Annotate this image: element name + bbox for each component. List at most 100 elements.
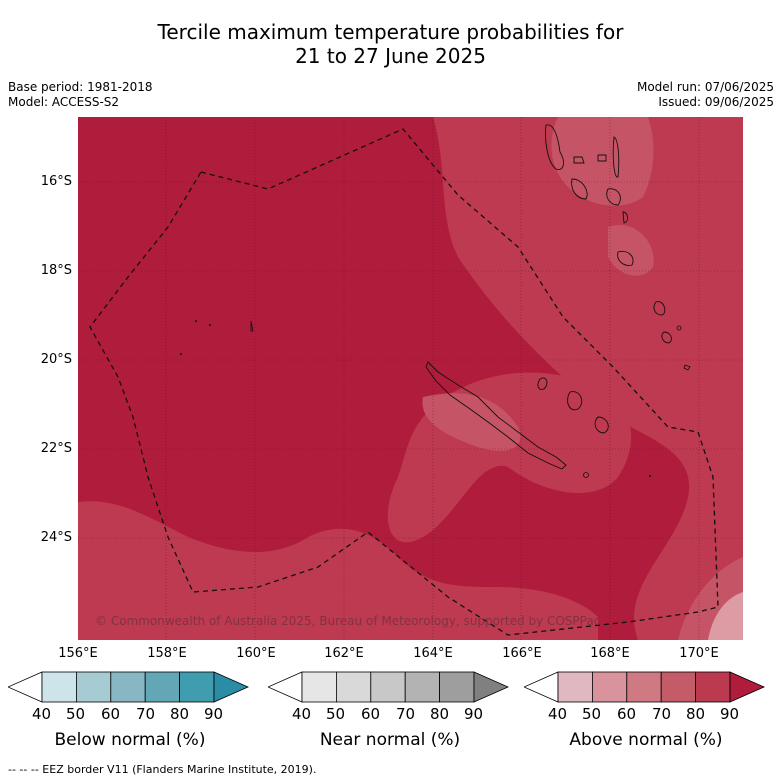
title-line-2: 21 to 27 June 2025 xyxy=(295,44,486,68)
mare-outline xyxy=(567,391,583,411)
map-title: Tercile maximum temperature probabilitie… xyxy=(0,20,781,68)
colorbar-extend-low xyxy=(8,671,43,703)
field-50-se xyxy=(708,592,743,640)
lon-label-156e: 156°E xyxy=(58,646,98,661)
colorbar-segment xyxy=(179,671,215,703)
ambae-outline xyxy=(573,156,585,164)
lat-label-18s: 18°S xyxy=(40,263,72,278)
matthew-outline xyxy=(683,364,691,371)
eez-legend: -- -- -- EEZ border V11 (Flanders Marine… xyxy=(8,763,317,776)
colorbar-segment xyxy=(41,671,77,703)
islet-outline xyxy=(583,472,589,478)
colorbar-extend-high xyxy=(729,671,765,703)
model-run: Model run: 07/06/2025 xyxy=(636,80,774,94)
efate-outline xyxy=(617,250,634,266)
map-panel xyxy=(78,117,743,640)
espiritu-santo-outline xyxy=(545,124,564,170)
erromango-outline xyxy=(653,301,666,316)
tick-below-50: 50 xyxy=(66,705,86,723)
lon-label-158e: 158°E xyxy=(147,646,187,661)
colorbar-segment xyxy=(336,671,372,703)
eez-border xyxy=(89,128,719,636)
field-60-vanuatu xyxy=(608,225,654,276)
lat-label-16s: 16°S xyxy=(40,174,72,189)
islet-east-1 xyxy=(649,475,651,477)
lat-label-22s: 22°S xyxy=(40,441,72,456)
tick-near-90: 90 xyxy=(464,705,484,723)
lat-label-20s: 20°S xyxy=(40,352,72,367)
tick-below-60: 60 xyxy=(101,705,121,723)
lon-label-164e: 164°E xyxy=(413,646,453,661)
copyright-notice: © Commonwealth of Australia 2025, Bureau… xyxy=(95,614,601,628)
colorbar-segment xyxy=(404,671,440,703)
tick-below-70: 70 xyxy=(136,705,156,723)
tick-below-90: 90 xyxy=(204,705,224,723)
colorbar-segment xyxy=(695,671,731,703)
tick-below-40: 40 xyxy=(32,705,52,723)
pentecost-outline xyxy=(612,136,620,178)
lat-label-24s: 24°S xyxy=(40,530,72,545)
colorbar-extend-low xyxy=(524,671,559,703)
tick-above-90: 90 xyxy=(720,705,740,723)
tanna-outline xyxy=(661,331,672,344)
tick-near-40: 40 xyxy=(292,705,312,723)
lon-label-168e: 168°E xyxy=(590,646,630,661)
colorbar-segment xyxy=(110,671,146,703)
islet-west-2 xyxy=(180,353,182,355)
ambrym-outline xyxy=(606,188,621,206)
colorbar-above xyxy=(524,671,765,703)
colorbar-extend-low xyxy=(268,671,303,703)
colorbar-segment xyxy=(626,671,662,703)
base-period: Base period: 1981-2018 xyxy=(8,80,153,94)
malekula-outline xyxy=(571,178,588,200)
tick-near-50: 50 xyxy=(326,705,346,723)
lifou-outline xyxy=(537,377,548,390)
title-line-1: Tercile maximum temperature probabilitie… xyxy=(157,20,624,44)
tick-above-70: 70 xyxy=(652,705,672,723)
colorbar-segment xyxy=(370,671,406,703)
meta-right: Model run: 07/06/2025 Issued: 09/06/2025 xyxy=(637,80,774,110)
lon-label-170e: 170°E xyxy=(679,646,719,661)
lon-label-166e: 166°E xyxy=(502,646,542,661)
tick-below-80: 80 xyxy=(170,705,190,723)
field-70-sw xyxy=(78,501,598,640)
tick-near-60: 60 xyxy=(361,705,381,723)
tick-above-50: 50 xyxy=(582,705,602,723)
colorbar-above-title: Above normal (%) xyxy=(569,730,723,750)
colorbar-segment xyxy=(592,671,628,703)
chesterfield-outline xyxy=(250,320,254,332)
colorbar-near-title: Near normal (%) xyxy=(319,730,461,750)
tick-near-70: 70 xyxy=(396,705,416,723)
field-70-ne xyxy=(433,117,743,640)
tick-above-80: 80 xyxy=(686,705,706,723)
field-60-nc xyxy=(422,393,521,451)
lon-label-162e: 162°E xyxy=(324,646,364,661)
colorbar-extend-high xyxy=(473,671,509,703)
tick-above-60: 60 xyxy=(617,705,637,723)
colorbar-segment xyxy=(76,671,112,703)
map-svg xyxy=(78,117,743,640)
colorbar-segment xyxy=(301,671,337,703)
tick-near-80: 80 xyxy=(430,705,450,723)
maewo-outline xyxy=(597,154,607,162)
graticule xyxy=(78,117,743,640)
isle-outline xyxy=(594,416,609,434)
new-caledonia-outline xyxy=(425,361,567,470)
model-name: Model: ACCESS-S2 xyxy=(8,95,120,109)
aneityum-outline xyxy=(676,325,682,331)
colorbar-segment xyxy=(144,671,180,703)
colorbar-segment xyxy=(557,671,593,703)
colorbar-extend-high xyxy=(213,671,249,703)
meta-left: Base period: 1981-2018 Model: ACCESS-S2 xyxy=(8,80,153,110)
lon-label-160e: 160°E xyxy=(236,646,276,661)
colorbar-segment xyxy=(439,671,475,703)
tick-above-40: 40 xyxy=(548,705,568,723)
colorbar-near xyxy=(268,671,509,703)
colorbar-below-title: Below normal (%) xyxy=(54,730,206,750)
epi-outline xyxy=(622,211,629,224)
colorbar-below xyxy=(8,671,249,703)
islet-west-1 xyxy=(195,320,197,322)
islet-west-3 xyxy=(209,324,211,326)
colorbar-segment xyxy=(660,671,696,703)
issued-date: Issued: 09/06/2025 xyxy=(658,95,774,109)
